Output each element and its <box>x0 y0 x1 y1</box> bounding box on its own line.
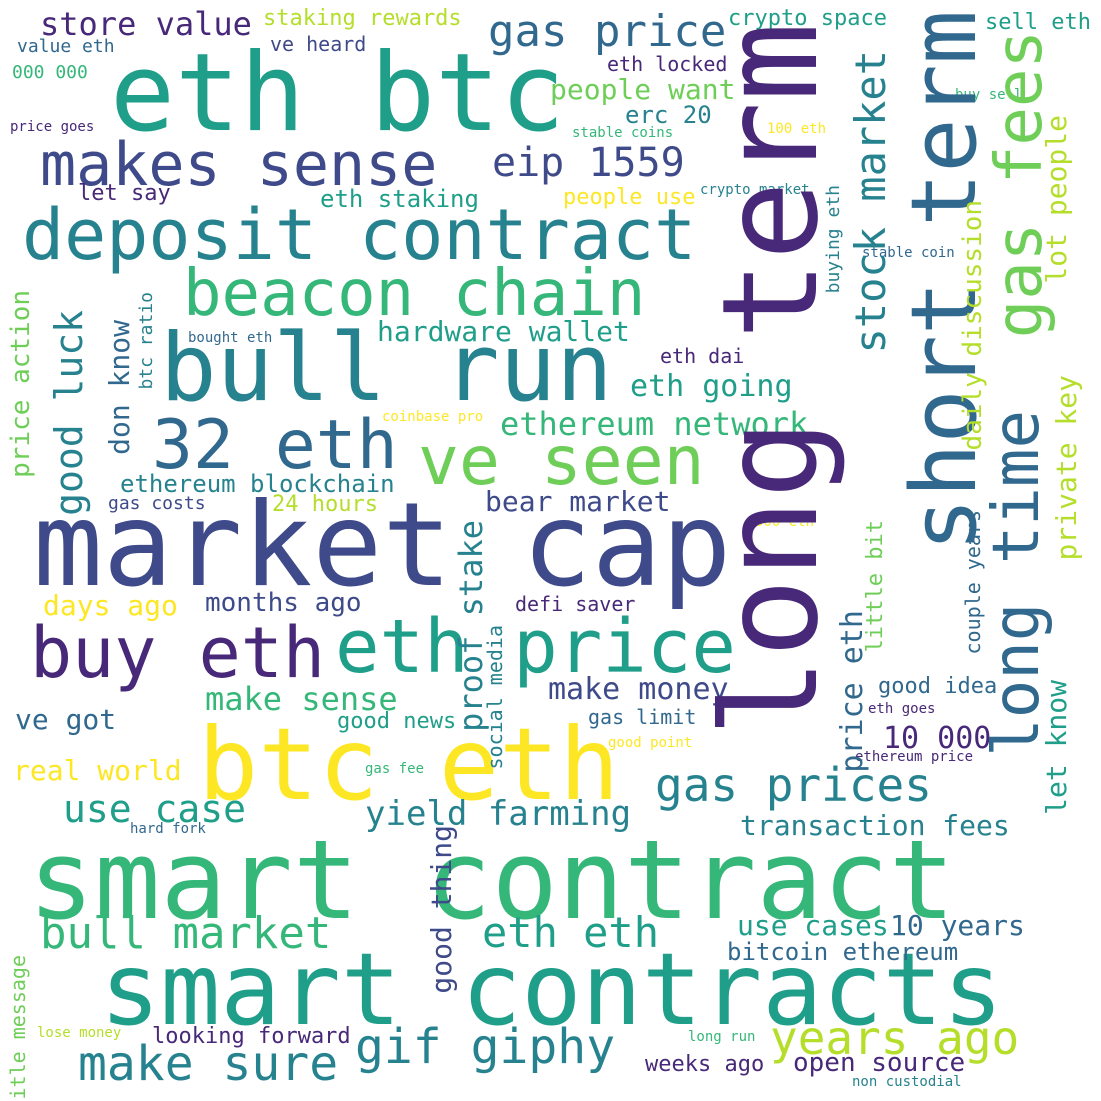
word-weeks-ago: weeks ago <box>645 1052 765 1077</box>
word-real-world: real world <box>13 754 182 787</box>
word-staking-rewards: staking rewards <box>263 6 462 31</box>
word-defi-saver: defi saver <box>515 592 636 616</box>
word-000-eth: 000 eth <box>755 514 815 530</box>
word-days-ago: days ago <box>43 589 178 622</box>
word-years-ago: years ago <box>770 1011 1020 1065</box>
word-btc-eth: btc eth <box>198 706 620 823</box>
word-price-eth: price eth <box>835 610 870 773</box>
word-gif-giphy: gif giphy <box>355 1019 616 1075</box>
word-people-want: people want <box>550 73 736 106</box>
word-ve-got: ve got <box>15 703 117 736</box>
word-private-key: private key <box>1050 375 1083 561</box>
word-crypto-market: crypto market <box>700 182 810 198</box>
word-good-thing: good thing <box>425 825 458 994</box>
word-000-000: 000 000 <box>12 62 88 83</box>
word-title-message: title message <box>6 955 30 1101</box>
word-coinbase-pro: coinbase pro <box>382 409 484 425</box>
word-crypto-space: crypto space <box>728 6 887 31</box>
word-people-use: people use <box>563 185 696 210</box>
word-good-idea: good idea <box>878 674 998 699</box>
word-eth-staking: eth staking <box>320 185 479 213</box>
word-months-ago: months ago <box>205 588 362 618</box>
word-eth-locked: eth locked <box>607 52 728 76</box>
word-transaction-fees: transaction fees <box>740 809 1010 842</box>
word-sell-eth: sell eth <box>985 10 1091 35</box>
word-bitcoin-ethereum: bitcoin ethereum <box>727 938 959 966</box>
word-stock-market: stock market <box>846 50 895 354</box>
word-make-sense: make sense <box>205 680 398 718</box>
word-bull-market: bull market <box>40 908 332 959</box>
word-gas-fee: gas fee <box>365 761 425 777</box>
word-100-eth: 100 eth <box>767 121 827 137</box>
word-eth-btc: eth btc <box>110 31 566 156</box>
word-eip-1559: eip 1559 <box>492 140 685 186</box>
word-stable-coins: stable coins <box>572 125 674 141</box>
word-buy-sell: buy sell <box>955 87 1023 103</box>
word-bought-eth: bought eth <box>188 330 273 346</box>
word-buying-eth: buying eth <box>823 185 844 294</box>
word-stable-coin: stable coin <box>862 245 955 261</box>
word-make-sure: make sure <box>78 1036 339 1092</box>
word-good-point: good point <box>608 735 693 751</box>
word-let-know: let know <box>1040 680 1073 815</box>
word-yield-farming: yield farming <box>365 794 632 834</box>
word-ethereum-price: ethereum price <box>855 749 974 765</box>
word-hard-fork: hard fork <box>130 821 206 837</box>
word-eth-going: eth going <box>630 369 793 404</box>
word-price-goes: price goes <box>10 119 95 135</box>
word-bull-run: bull run <box>160 314 613 423</box>
word-hardware-wallet: hardware wallet <box>377 315 630 348</box>
word-market-cap: market cap <box>33 478 732 613</box>
word-open-source: open source <box>793 1048 966 1078</box>
word-eth-goes: eth goes <box>868 701 936 717</box>
word-good-news: good news <box>337 709 457 734</box>
word-eth-dai: eth dai <box>660 344 745 368</box>
word-price-action: price action <box>6 290 36 478</box>
word-10-years: 10 years <box>890 909 1025 942</box>
word-smart-contract: smart contract <box>28 816 956 944</box>
word-buy-eth: buy eth <box>30 612 326 694</box>
word-gas-prices: gas prices <box>655 758 932 812</box>
word-ve-heard: ve heard <box>270 32 367 56</box>
word-erc-20: erc 20 <box>625 101 712 129</box>
word-long-term: long term <box>694 22 848 738</box>
word-makes-sense: makes sense <box>40 130 438 200</box>
word-eth-price: eth price <box>335 604 736 690</box>
word-beacon-chain: beacon chain <box>183 257 646 331</box>
word-btc-ratio: btc ratio <box>136 292 157 390</box>
word-daily-discussion: daily discussion <box>958 200 988 451</box>
word-good-luck: good luck <box>47 310 91 516</box>
word-couple-years: couple years <box>961 510 985 655</box>
word-value-eth: value eth <box>17 36 115 57</box>
word-gas-costs: gas costs <box>108 493 206 514</box>
word-store-value: store value <box>40 5 252 43</box>
word-deposit-contract: deposit contract <box>22 194 697 276</box>
word-use-cases: use cases <box>737 909 889 942</box>
word-ve-seen: ve seen <box>418 422 705 501</box>
word-long-run: long run <box>688 1029 756 1045</box>
word-looking-forward: looking forward <box>152 1024 351 1049</box>
word-bear-market: bear market <box>485 485 671 518</box>
word-lot-people: lot people <box>1040 115 1073 284</box>
word-10-000: 10 000 <box>883 721 992 756</box>
word-gas-price: gas price <box>488 6 727 57</box>
word-32-eth: 32 eth <box>152 406 398 485</box>
word-ethereum-network: ethereum network <box>500 405 809 443</box>
word-lose-money: lose money <box>37 1025 122 1041</box>
word-non-custodial: non custodial <box>852 1074 962 1090</box>
word-ethereum-blockchain: ethereum blockchain <box>120 470 395 498</box>
word-make-money: make money <box>548 672 729 707</box>
word-use-case: use case <box>63 787 247 831</box>
word-social-media: social media <box>483 625 507 770</box>
word-gas-limit: gas limit <box>588 705 697 729</box>
word-let-say: let say <box>78 181 171 206</box>
word-smart-contracts: smart contracts <box>100 931 1004 1048</box>
word-eth-eth: eth eth <box>482 908 660 957</box>
word-don-know: don know <box>103 320 136 455</box>
word-24-hours: 24 hours <box>272 492 378 517</box>
